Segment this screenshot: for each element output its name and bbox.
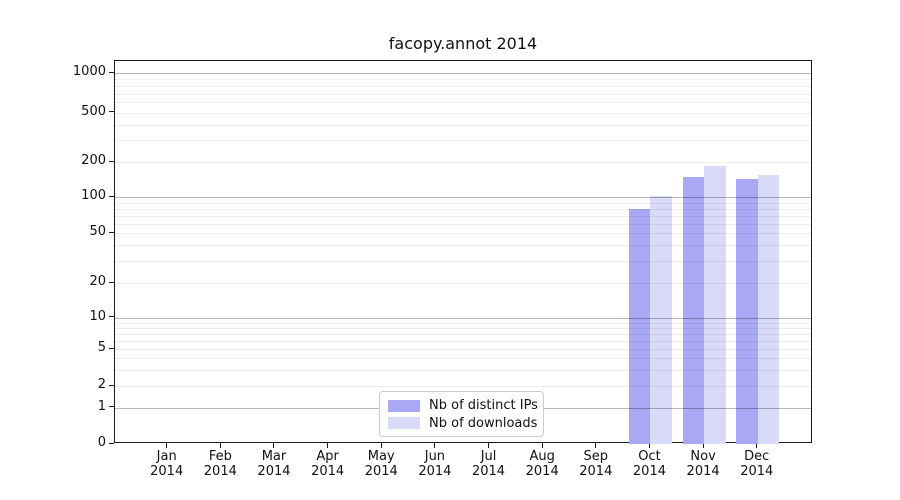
y-tick-label-2: 2 bbox=[97, 377, 106, 392]
gridline-minor bbox=[115, 85, 811, 87]
y-tick-label-500: 500 bbox=[81, 103, 106, 119]
gridline-minor bbox=[115, 112, 811, 114]
x-tick-mark bbox=[166, 443, 168, 448]
gridline-minor bbox=[115, 322, 811, 324]
x-tick-mark bbox=[273, 443, 275, 448]
bar-oct-downloads bbox=[650, 196, 672, 445]
gridline-minor bbox=[115, 369, 811, 371]
legend-label-downloads: Nb of downloads bbox=[429, 415, 538, 431]
x-tick-label-mar: Mar 2014 bbox=[257, 449, 291, 479]
gridline-minor bbox=[115, 215, 811, 217]
gridline-minor bbox=[115, 245, 811, 247]
legend: Nb of distinct IPs Nb of downloads bbox=[379, 391, 544, 437]
legend-label-distinct-ips: Nb of distinct IPs bbox=[429, 398, 538, 414]
y-tick-label-1: 1 bbox=[97, 398, 106, 414]
y-tick-mark bbox=[109, 406, 114, 408]
x-tick-mark bbox=[219, 443, 221, 448]
gridline-minor bbox=[115, 79, 811, 81]
gridline-minor bbox=[115, 162, 811, 163]
x-tick-label-jun: Jun 2014 bbox=[418, 449, 452, 479]
gridline-minor bbox=[115, 124, 811, 126]
gridline-minor bbox=[115, 327, 811, 329]
legend-swatch-distinct-ips-icon bbox=[388, 399, 420, 412]
y-tick-mark bbox=[109, 195, 114, 197]
gridline-minor bbox=[115, 283, 811, 284]
y-tick-mark bbox=[109, 160, 114, 162]
y-tick-label-5: 5 bbox=[97, 340, 106, 356]
y-tick-mark bbox=[109, 384, 114, 386]
x-tick-label-nov: Nov 2014 bbox=[686, 449, 720, 479]
gridline-minor bbox=[115, 102, 811, 104]
x-tick-label-jan: Jan 2014 bbox=[150, 449, 184, 479]
y-tick-mark bbox=[109, 231, 114, 233]
gridline-minor bbox=[115, 93, 811, 95]
bar-oct-distinct-ips bbox=[628, 208, 651, 445]
x-tick-mark bbox=[541, 443, 543, 448]
x-tick-label-oct: Oct 2014 bbox=[632, 449, 666, 479]
y-tick-label-100: 100 bbox=[81, 188, 106, 203]
y-tick-label-20: 20 bbox=[89, 274, 106, 289]
y-tick-mark bbox=[109, 347, 114, 349]
x-tick-mark bbox=[380, 443, 382, 448]
y-tick-mark bbox=[109, 111, 114, 113]
plot-area bbox=[114, 60, 812, 445]
y-tick-label-0: 0 bbox=[97, 435, 106, 451]
x-tick-mark bbox=[702, 443, 704, 448]
gridline-minor bbox=[115, 202, 811, 204]
gridline-minor bbox=[115, 358, 811, 360]
x-tick-label-aug: Aug 2014 bbox=[525, 449, 559, 479]
y-tick-label-1000: 1000 bbox=[72, 64, 106, 80]
x-tick-mark bbox=[595, 443, 597, 448]
gridline-major-10 bbox=[115, 317, 811, 319]
x-tick-label-apr: Apr 2014 bbox=[311, 449, 345, 479]
gridline-minor bbox=[115, 340, 811, 342]
gridline-minor bbox=[115, 233, 811, 235]
x-tick-mark bbox=[648, 443, 650, 448]
x-tick-label-feb: Feb 2014 bbox=[203, 449, 237, 479]
gridline-major-100 bbox=[115, 197, 811, 198]
gridline-minor bbox=[115, 386, 811, 387]
x-tick-mark bbox=[327, 443, 329, 448]
x-tick-mark bbox=[756, 443, 758, 448]
bar-nov-downloads bbox=[704, 165, 726, 445]
legend-entry-downloads: Nb of downloads bbox=[388, 415, 538, 432]
bar-dec-downloads bbox=[757, 174, 780, 445]
y-tick-label-10: 10 bbox=[89, 308, 106, 324]
x-tick-label-dec: Dec 2014 bbox=[740, 449, 774, 479]
chart-title: facopy.annot 2014 bbox=[388, 34, 538, 53]
gridline-minor bbox=[115, 140, 811, 142]
x-tick-mark bbox=[488, 443, 490, 448]
bar-nov-distinct-ips bbox=[682, 176, 705, 445]
y-tick-mark bbox=[109, 281, 114, 283]
x-tick-label-may: May 2014 bbox=[364, 449, 398, 479]
x-tick-mark bbox=[434, 443, 436, 448]
legend-swatch-downloads-icon bbox=[388, 417, 420, 430]
x-tick-label-sep: Sep 2014 bbox=[579, 449, 613, 479]
gridline-minor bbox=[115, 333, 811, 335]
legend-entry-distinct-ips: Nb of distinct IPs bbox=[388, 397, 538, 414]
y-tick-mark bbox=[109, 316, 114, 318]
gridline-minor bbox=[115, 349, 811, 351]
bar-dec-distinct-ips bbox=[736, 178, 758, 445]
gridline-minor bbox=[115, 261, 811, 262]
gridline-minor bbox=[115, 223, 811, 225]
y-tick-label-50: 50 bbox=[89, 224, 106, 240]
x-tick-label-jul: Jul 2014 bbox=[471, 449, 506, 479]
y-tick-mark bbox=[109, 71, 114, 73]
y-tick-mark bbox=[109, 442, 114, 444]
gridline-minor bbox=[115, 208, 811, 210]
gridline-major-1000 bbox=[115, 73, 811, 75]
y-tick-label-200: 200 bbox=[81, 153, 106, 168]
